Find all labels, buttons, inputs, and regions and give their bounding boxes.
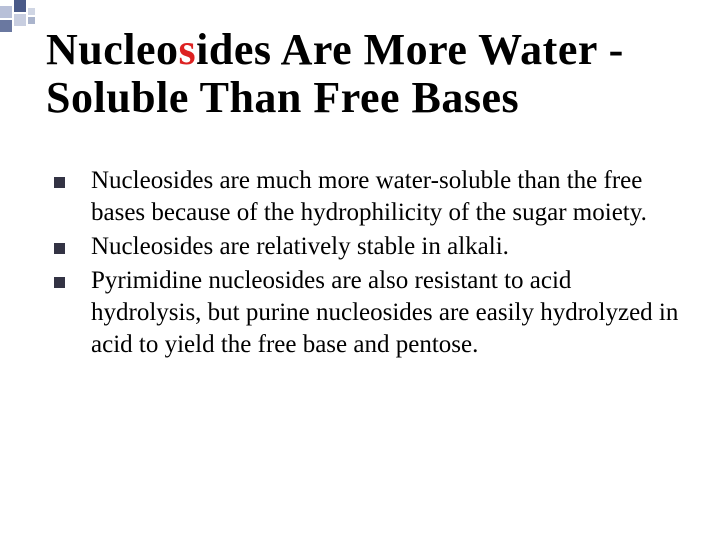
- bullet-icon: [54, 177, 65, 188]
- list-item: Nucleosides are relatively stable in alk…: [46, 231, 680, 263]
- list-item: Nucleosides are much more water-soluble …: [46, 165, 680, 229]
- bullet-text: Nucleosides are much more water-soluble …: [91, 165, 680, 229]
- deco-square: [14, 14, 26, 26]
- deco-square: [0, 20, 12, 32]
- bullet-text: Nucleosides are relatively stable in alk…: [91, 231, 680, 263]
- bullet-text: Pyrimidine nucleosides are also resistan…: [91, 265, 680, 361]
- title-prefix: Nucleo: [46, 25, 179, 74]
- deco-square: [14, 0, 26, 12]
- bullet-icon: [54, 277, 65, 288]
- title-red-char: s: [179, 25, 197, 74]
- slide: Nucleosides Are More Water -Soluble Than…: [0, 0, 720, 540]
- slide-title: Nucleosides Are More Water -Soluble Than…: [46, 26, 690, 121]
- deco-square: [0, 6, 12, 18]
- bullet-icon: [54, 243, 65, 254]
- list-item: Pyrimidine nucleosides are also resistan…: [46, 265, 680, 361]
- deco-square: [28, 8, 35, 15]
- bullet-list: Nucleosides are much more water-soluble …: [46, 165, 680, 363]
- deco-squares: [0, 0, 35, 32]
- deco-square: [28, 17, 35, 24]
